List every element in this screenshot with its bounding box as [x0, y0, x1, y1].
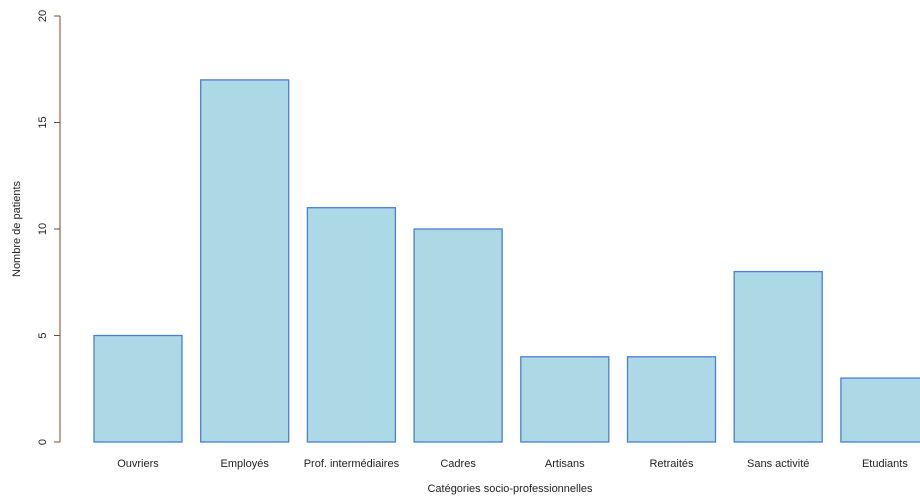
y-tick-label: 10	[37, 223, 49, 235]
bar	[733, 270, 823, 443]
bar	[93, 334, 183, 443]
bars	[93, 79, 920, 443]
x-tick-label: Prof. intermédiaires	[304, 458, 400, 470]
y-tick-label: 20	[37, 10, 49, 22]
y-axis-title: Nombre de patients	[11, 181, 23, 277]
bar	[840, 377, 920, 443]
bar	[200, 79, 290, 443]
bar	[306, 207, 397, 443]
x-tick-label: Sans activité	[747, 458, 809, 470]
x-tick-label: Ouvriers	[117, 458, 159, 470]
bar	[520, 356, 610, 443]
x-tick-label: Employés	[221, 458, 270, 470]
y-tick-label: 5	[37, 332, 49, 338]
bar	[413, 228, 503, 443]
x-tick-label: Retraités	[649, 458, 694, 470]
y-tick-label: 0	[37, 439, 49, 445]
x-axis-category-labels: Ouvriers Employés Prof. intermédiaires Cadr…	[117, 458, 908, 470]
bar	[626, 356, 717, 443]
y-tick-label: 15	[37, 116, 49, 128]
x-tick-label: Etudiants	[862, 458, 908, 470]
x-tick-label: Artisans	[545, 458, 585, 470]
x-axis-title: Catégories socio-professionnelles	[427, 483, 593, 495]
x-tick-label: Cadres	[440, 458, 476, 470]
y-axis: 0 5 10 15 20	[37, 10, 61, 445]
